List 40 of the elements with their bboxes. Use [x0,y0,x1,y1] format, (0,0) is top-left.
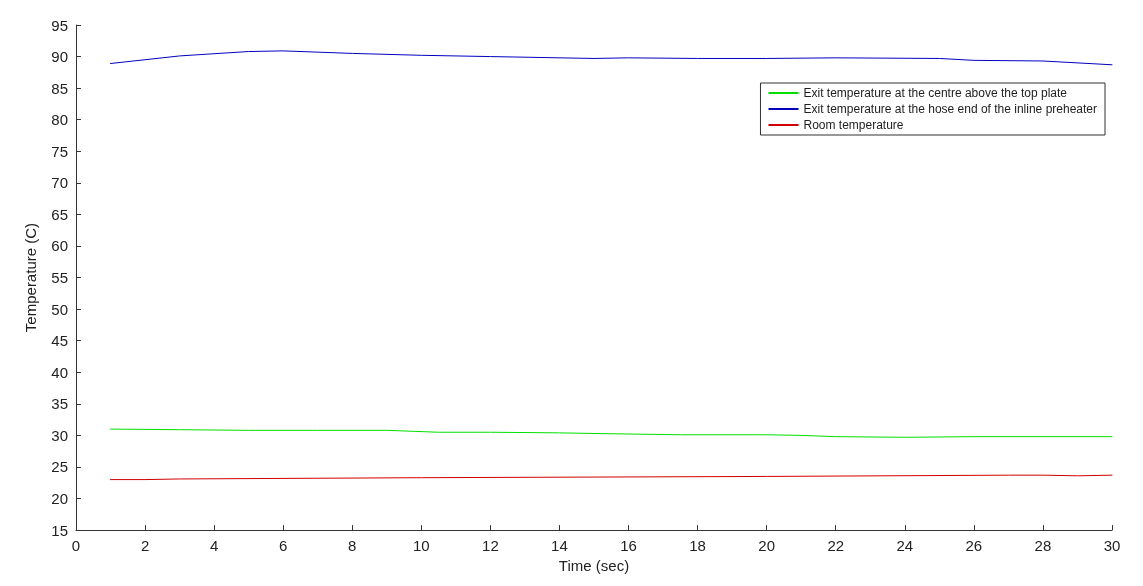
y-tick-label: 90 [51,48,68,66]
y-tick-label: 20 [51,490,68,508]
x-tick-label: 0 [71,537,81,555]
x-tick-label: 22 [827,537,845,555]
y-tick-label: 55 [51,269,68,287]
x-tick-label: 30 [1103,537,1121,555]
x-tick-label: 20 [758,537,776,555]
y-tick-label: 95 [51,16,68,34]
x-tick-label: 16 [620,537,637,555]
x-tick-label: 8 [348,537,357,555]
x-tick-label: 28 [1034,537,1052,555]
legend-label: Room temperature [803,118,904,132]
y-tick-label: 85 [51,79,68,97]
y-tick-label: 15 [51,521,68,539]
x-tick-label: 14 [551,537,568,555]
x-tick-label: 18 [689,537,706,555]
y-tick-label: 80 [51,111,68,129]
x-axis-title: Time (sec) [558,557,630,574]
y-tick-label: 70 [51,174,68,192]
y-tick-label: 50 [51,300,68,318]
line-series [110,50,1113,66]
x-tick-label: 2 [140,537,150,555]
y-axis-title: Temperature (C) [22,222,39,333]
x-tick-label: 26 [965,537,983,555]
y-tick-label: 30 [51,426,68,444]
y-tick-label: 65 [51,205,68,223]
y-tick-label: 40 [51,363,68,381]
legend-label: Exit temperature at the hose end of the inline preheater [803,102,1098,116]
y-tick-label: 45 [51,332,68,350]
y-tick-label: 35 [51,395,68,413]
x-tick-label: 12 [482,537,499,555]
y-tick-label: 25 [51,458,68,476]
x-tick-label: 10 [412,537,430,555]
line-series [110,428,1113,438]
x-tick-label: 4 [209,537,219,555]
legend-label: Exit temperature at the centre above the top plate [803,86,1068,100]
x-tick-label: 24 [896,537,914,555]
y-tick-label: 60 [51,237,68,255]
y-tick-label: 75 [51,142,68,160]
x-tick-label: 6 [279,537,288,555]
